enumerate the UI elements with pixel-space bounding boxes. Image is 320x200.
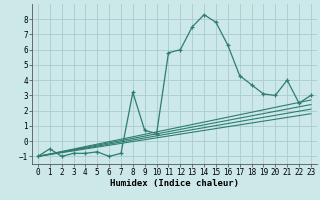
X-axis label: Humidex (Indice chaleur): Humidex (Indice chaleur) (110, 179, 239, 188)
